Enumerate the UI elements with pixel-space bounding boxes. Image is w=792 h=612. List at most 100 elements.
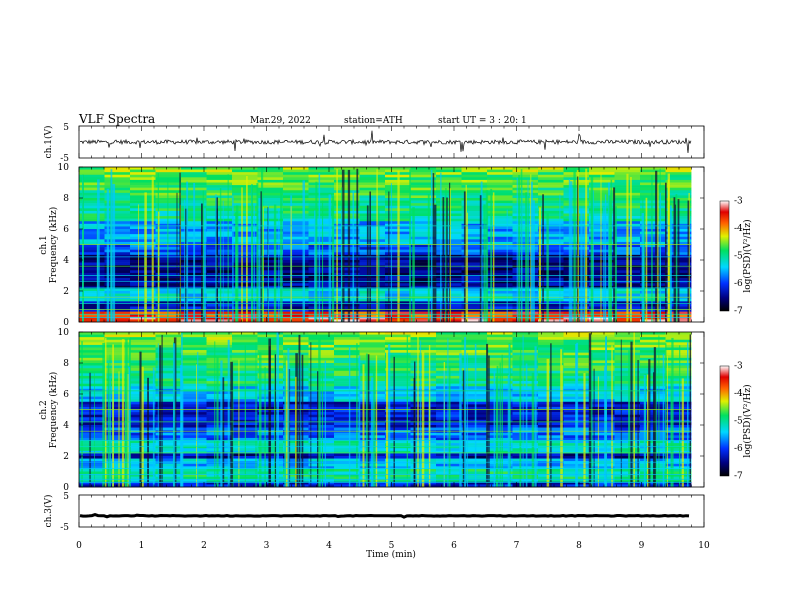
spectrogram-cell: [640, 187, 666, 191]
sferic-impulse: [388, 344, 391, 487]
spectrogram-cell: [206, 262, 233, 266]
spectrogram-cell: [512, 440, 539, 444]
spectrogram-cell: [614, 347, 641, 351]
spectrogram-cell: [104, 378, 131, 382]
spectrogram-cell: [155, 381, 182, 384]
spectrogram-cell: [155, 458, 182, 462]
spectrogram-cell: [334, 412, 360, 415]
spectrogram-cell: [461, 218, 488, 222]
spectrogram-cell: [665, 445, 692, 449]
spectrogram-cell: [206, 241, 233, 245]
spectrogram-cell: [283, 244, 309, 248]
spectrogram-cell: [181, 360, 207, 364]
spectrogram-cell: [461, 174, 488, 178]
spectrogram-cell: [155, 391, 182, 395]
spectrogram-cell: [79, 342, 105, 346]
sferic-impulse: [219, 188, 222, 322]
spectrogram-cell: [589, 169, 615, 173]
spectrogram-cell: [385, 388, 411, 392]
spectrogram-cell: [334, 453, 360, 457]
spectrogram-cell: [155, 466, 182, 470]
spectrogram-cell: [589, 267, 615, 271]
spectrogram-cell: [512, 396, 539, 400]
spectrogram-cell: [155, 280, 182, 284]
spectrogram-cell: [334, 430, 360, 434]
spectrogram-cell: [79, 272, 105, 276]
spectrogram-cell: [461, 205, 488, 209]
spectrogram-cell: [538, 267, 564, 271]
spectrogram-cell: [308, 450, 335, 454]
spectrogram-cell: [614, 466, 641, 470]
spectrogram-cell: [487, 262, 513, 266]
spectrogram-cell: [487, 319, 513, 323]
spectrogram-cell: [487, 198, 513, 201]
spectrogram-cell: [79, 185, 105, 188]
spectrogram-cell: [232, 167, 258, 170]
spectrogram-cell: [359, 339, 386, 343]
spectrogram-cell: [436, 334, 462, 338]
spectrogram-cell: [283, 213, 309, 217]
spectrogram-cell: [206, 406, 233, 410]
spectrogram-cell: [155, 185, 182, 188]
sferic-impulse: [546, 213, 549, 322]
spectrogram-cell: [410, 239, 437, 243]
spectrogram-cell: [589, 272, 615, 276]
spectrogram-cell: [257, 223, 284, 227]
spectrogram-cell: [79, 216, 105, 219]
spectrogram-cell: [257, 174, 284, 178]
spectrogram-cell: [308, 394, 335, 397]
spectrogram-cell: [130, 174, 156, 178]
spectrogram-cell: [308, 437, 335, 441]
spectrogram-cell: [410, 283, 437, 287]
spectrogram-cell: [232, 229, 258, 232]
spectrogram-cell: [130, 260, 156, 263]
sferic-impulse: [227, 174, 229, 322]
spectrogram-cell: [640, 479, 666, 483]
spectrogram-cell: [130, 218, 156, 222]
spectrogram-cell: [563, 247, 590, 250]
spectrogram-cell: [640, 210, 666, 214]
frequency-tick-label: 10: [58, 328, 70, 338]
spectrogram-cell: [461, 314, 488, 318]
spectrogram-cell: [181, 440, 207, 444]
spectrogram-cell: [538, 205, 564, 209]
sferic-impulse: [560, 349, 563, 487]
spectrogram-cell: [104, 391, 131, 395]
spectrogram-cell: [206, 391, 233, 395]
spectrogram-cell: [640, 445, 666, 449]
spectrogram-cell: [104, 216, 131, 219]
spectrogram-cell: [130, 309, 156, 312]
spectrogram-cell: [436, 262, 462, 266]
spectrogram-cell: [359, 309, 386, 312]
spectrogram-cell: [512, 404, 539, 408]
spectrogram-cell: [487, 303, 513, 307]
sferic-impulse: [367, 354, 370, 487]
spectrogram-cell: [512, 388, 539, 392]
spectrogram-cell: [589, 221, 615, 225]
spectrogram-cell: [461, 283, 488, 287]
spectrogram-cell: [436, 172, 462, 176]
spectrogram-cell: [614, 363, 641, 366]
spectrogram-cell: [79, 414, 105, 418]
spectrogram-cell: [79, 226, 105, 230]
ch2-spectrogram-ylabel-freq: Frequency (kHz): [48, 372, 59, 449]
spectrogram-cell: [130, 339, 156, 343]
spectrogram-cell: [334, 218, 360, 222]
spectrogram-cell: [257, 190, 284, 194]
spectrogram-cell: [410, 278, 437, 281]
sferic-impulse: [662, 354, 665, 487]
spectrogram-cell: [640, 231, 666, 235]
spectrogram-cell: [538, 301, 564, 305]
spectrogram-cell: [181, 409, 207, 413]
spectrogram-cell: [385, 450, 411, 454]
spectrogram-cell: [410, 272, 437, 276]
spectrogram-cell: [79, 440, 105, 444]
spectrogram-cell: [614, 448, 641, 452]
spectrogram-cell: [359, 208, 386, 212]
spectrogram-cell: [232, 285, 258, 289]
spectrogram-cell: [487, 210, 513, 214]
spectrogram-cell: [334, 208, 360, 212]
sferic-impulse: [430, 169, 433, 322]
spectrogram-cell: [283, 190, 309, 194]
spectrogram-cell: [257, 267, 284, 271]
